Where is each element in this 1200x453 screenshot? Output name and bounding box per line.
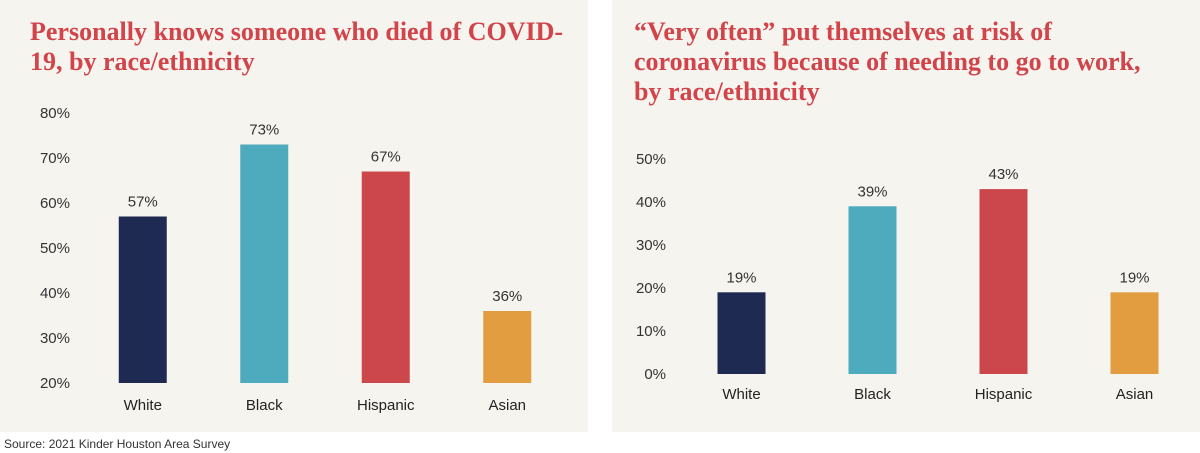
x-category-label: Asian — [488, 397, 526, 414]
x-category-label: White — [722, 386, 760, 403]
data-label: 43% — [988, 166, 1018, 183]
bar-black — [848, 206, 897, 374]
y-tick-label: 0% — [644, 366, 666, 383]
source-note: Source: 2021 Kinder Houston Area Survey — [4, 437, 231, 451]
y-tick-label: 80% — [40, 105, 70, 122]
x-category-label: White — [124, 397, 162, 414]
x-category-label: Hispanic — [357, 397, 415, 414]
y-tick-label: 40% — [636, 194, 666, 211]
y-tick-label: 40% — [40, 285, 70, 302]
bar-white — [118, 216, 167, 383]
bar-chart-work-risk: 0% 10% 20% 30% 40% 50% 19% White 39% Black 43% Hisp… — [636, 151, 1159, 403]
bar-white — [717, 292, 766, 374]
y-tick-label: 50% — [636, 151, 666, 168]
x-category-label: Hispanic — [975, 386, 1033, 403]
y-tick-label: 50% — [40, 240, 70, 257]
y-tick-label: 20% — [636, 280, 666, 297]
bar-black — [240, 144, 289, 383]
y-tick-label: 30% — [40, 330, 70, 347]
chart-title: “Very often” put themselves at risk of c… — [634, 17, 1141, 106]
x-category-label: Black — [854, 386, 891, 403]
y-tick-label: 20% — [40, 375, 70, 392]
bar-hispanic — [361, 171, 410, 383]
y-tick-label: 60% — [40, 195, 70, 212]
chart-title: Personally knows someone who died of COV… — [30, 17, 564, 76]
chart-panel-deaths: Personally knows someone who died of COV… — [0, 0, 588, 432]
bar-hispanic — [979, 189, 1028, 374]
y-tick-label: 30% — [636, 237, 666, 254]
y-tick-label: 70% — [40, 150, 70, 167]
data-label: 73% — [249, 122, 279, 139]
data-label: 36% — [492, 288, 522, 305]
x-category-label: Black — [246, 397, 283, 414]
data-label: 19% — [726, 269, 756, 286]
bar-chart-deaths: 20% 30% 40% 50% 60% 70% 80% 57% White 73% Black 67%… — [40, 105, 532, 414]
x-category-label: Asian — [1116, 386, 1154, 403]
y-tick-label: 10% — [636, 323, 666, 340]
data-label: 67% — [371, 149, 401, 166]
chart-panel-work-risk: “Very often” put themselves at risk of c… — [612, 0, 1200, 432]
bar-asian — [483, 311, 532, 383]
data-label: 39% — [857, 183, 887, 200]
bar-asian — [1110, 292, 1159, 374]
data-label: 19% — [1119, 269, 1149, 286]
data-label: 57% — [128, 194, 158, 211]
